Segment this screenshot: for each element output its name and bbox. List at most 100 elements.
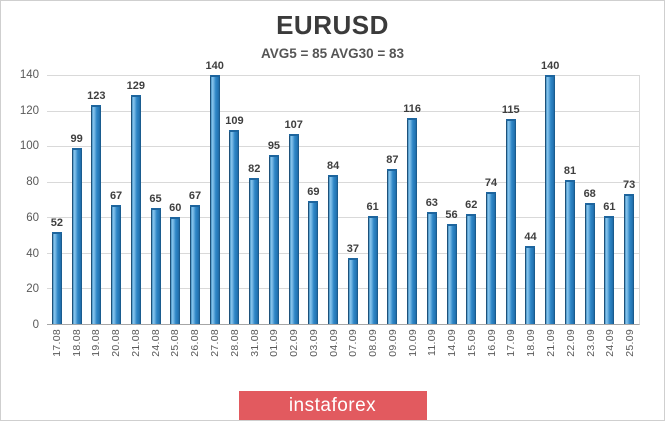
x-tick-label: 03.09 (307, 329, 320, 357)
x-tick-label: 21.08 (129, 329, 142, 357)
x-column: 31.08 (245, 329, 265, 373)
x-column: 28.08 (225, 329, 245, 373)
y-tick-label: 140 (19, 69, 39, 81)
bar (209, 75, 220, 324)
bar-column: 82 (244, 75, 264, 324)
chart-subtitle: AVG5 = 85 AVG30 = 83 (260, 46, 405, 61)
x-tick-label: 19.08 (90, 329, 103, 357)
bar-value-label: 67 (188, 189, 202, 202)
bar (328, 174, 339, 324)
bar-value-label: 37 (346, 243, 359, 256)
y-tick-label: 80 (26, 176, 39, 189)
bar-value-label: 140 (205, 60, 224, 72)
bar-value-label: 44 (524, 230, 537, 243)
x-column: 26.08 (185, 329, 205, 373)
x-column: 20.08 (106, 329, 126, 373)
bar (150, 208, 161, 324)
x-tick-label: 17.09 (505, 329, 518, 357)
bar (51, 231, 62, 324)
y-tick-label: 40 (26, 247, 39, 260)
x-tick-label: 23.09 (584, 329, 597, 357)
x-tick-label: 09.09 (386, 329, 399, 357)
y-tick-label: 120 (19, 104, 39, 117)
bar (426, 211, 437, 324)
bar (407, 117, 418, 324)
x-column: 19.08 (87, 329, 107, 373)
brand-logo-text: instaforex (288, 394, 377, 416)
y-tick-label: 0 (32, 319, 39, 331)
x-tick-label: 15.09 (465, 329, 478, 357)
bar-value-label: 65 (149, 193, 162, 206)
bar-value-label: 56 (445, 209, 458, 222)
x-tick-label: 21.09 (545, 329, 558, 357)
x-column: 25.09 (620, 329, 640, 373)
x-column: 02.09 (284, 329, 304, 373)
x-tick-label: 26.08 (189, 329, 202, 357)
bar-column: 107 (284, 75, 304, 324)
bar-value-label: 67 (109, 189, 123, 202)
x-tick-label: 11.09 (426, 329, 439, 356)
bar-column: 123 (86, 75, 106, 324)
x-column: 17.08 (47, 329, 67, 373)
bar (545, 75, 556, 324)
bar-column: 87 (382, 75, 402, 324)
bar (71, 147, 82, 324)
bar-value-label: 107 (284, 118, 303, 131)
brand-banner[interactable]: instaforex (238, 391, 427, 420)
bar-value-label: 140 (541, 60, 560, 72)
bar (111, 204, 122, 324)
x-tick-label: 04.09 (327, 329, 340, 357)
bar-value-label: 68 (583, 188, 596, 201)
x-column: 21.08 (126, 329, 146, 373)
bar-column: 95 (264, 75, 284, 324)
bar-column: 65 (146, 75, 166, 324)
bar (564, 179, 575, 324)
bar-column: 56 (442, 75, 462, 324)
bar-column: 69 (304, 75, 324, 324)
bar-value-label: 63 (425, 196, 438, 209)
x-column: 07.09 (343, 329, 363, 373)
bar-column: 61 (363, 75, 383, 324)
x-tick-label: 27.08 (209, 329, 221, 357)
bar-column: 67 (185, 75, 205, 324)
bar-column: 62 (461, 75, 481, 324)
bar-column: 67 (106, 75, 126, 324)
gridline (47, 146, 639, 148)
x-tick-label: 25.09 (624, 329, 637, 357)
x-column: 27.08 (205, 329, 225, 373)
bar (466, 213, 477, 324)
x-column: 24.08 (146, 329, 166, 373)
x-column: 17.09 (502, 329, 522, 373)
gridline (47, 110, 639, 112)
bar-value-label: 115 (501, 104, 520, 117)
x-tick-label: 18.08 (70, 329, 83, 357)
x-column: 04.09 (324, 329, 344, 373)
x-tick-label: 08.09 (367, 329, 380, 357)
bar (91, 105, 102, 324)
bar (130, 94, 141, 324)
bar-value-label: 95 (267, 140, 281, 153)
bar (367, 215, 378, 324)
bar (624, 194, 635, 324)
x-tick-label: 02.09 (288, 329, 301, 357)
bar-value-label: 116 (403, 102, 421, 115)
x-column: 03.09 (304, 329, 324, 373)
bar (347, 258, 358, 324)
gridline (47, 217, 639, 219)
bar-column: 140 (540, 60, 560, 324)
x-column: 18.08 (67, 329, 87, 373)
bar-value-label: 61 (366, 200, 379, 213)
x-column: 10.09 (403, 329, 423, 373)
x-tick-label: 31.08 (248, 329, 261, 357)
x-column: 24.09 (600, 329, 620, 373)
bar-column: 116 (402, 75, 422, 324)
y-tick-label: 100 (19, 140, 39, 153)
bar-value-label: 62 (465, 198, 478, 211)
y-axis: 0 20 40 60 80 100 120 140 (1, 69, 47, 331)
x-column: 01.09 (264, 329, 284, 373)
bar-column: 129 (126, 75, 146, 324)
bar (505, 119, 516, 324)
bar-column: 37 (343, 75, 363, 324)
plot-area: 52 99 123 67 129 65 60 67 140 109 82 95 107 69 84 37 61 8… (47, 60, 640, 325)
gridline (47, 181, 639, 183)
